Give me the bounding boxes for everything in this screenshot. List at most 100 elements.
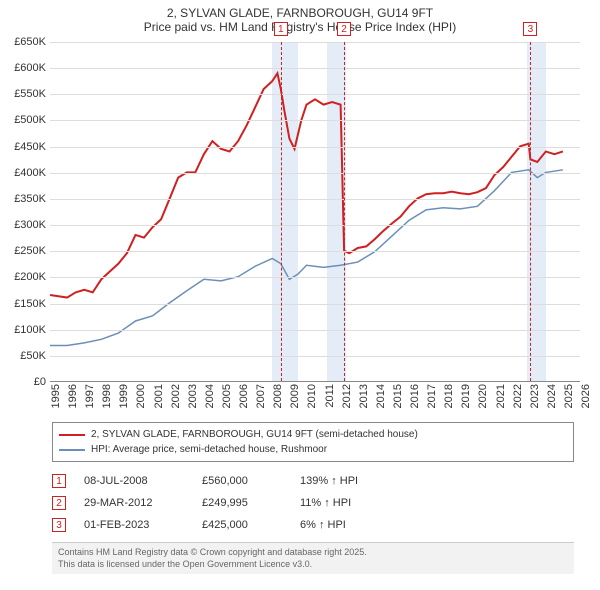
title-block: 2, SYLVAN GLADE, FARNBOROUGH, GU14 9FT P… [0,0,600,38]
x-tick-label: 2001 [153,384,165,408]
x-tick-label: 2023 [529,384,541,408]
series-price [50,73,563,297]
event-change: 6% ↑ HPI [300,519,390,531]
gridline [50,304,580,305]
x-tick-label: 2019 [460,384,472,408]
footnote-line1: Contains HM Land Registry data © Crown c… [58,547,568,559]
x-tick-label: 1997 [84,384,96,408]
plot-surface: 123 [50,42,580,381]
x-tick-label: 2013 [358,384,370,408]
gridline [50,199,580,200]
event-price: £560,000 [202,475,282,487]
event-price: £425,000 [202,519,282,531]
marker-vline [281,42,282,381]
gridline [50,42,580,43]
marker-box: 2 [337,22,351,36]
marker-box: 3 [523,22,537,36]
x-tick-label: 2007 [255,384,267,408]
x-tick-label: 2005 [221,384,233,408]
event-change: 139% ↑ HPI [300,475,390,487]
gridline [50,68,580,69]
x-tick-label: 2008 [272,384,284,408]
x-tick-label: 2022 [512,384,524,408]
x-tick-label: 1999 [118,384,130,408]
gridline [50,277,580,278]
x-tick-label: 2015 [392,384,404,408]
event-row: 2 29-MAR-2012 £249,995 11% ↑ HPI [52,492,574,514]
x-tick-label: 2012 [341,384,353,408]
title-line1: 2, SYLVAN GLADE, FARNBOROUGH, GU14 9FT [10,6,590,20]
y-tick-label: £500K [14,114,46,126]
x-tick-label: 2006 [238,384,250,408]
chart-container: 2, SYLVAN GLADE, FARNBOROUGH, GU14 9FT P… [0,0,600,590]
event-row: 1 08-JUL-2008 £560,000 139% ↑ HPI [52,470,574,492]
x-tick-label: 2000 [135,384,147,408]
title-line2: Price paid vs. HM Land Registry's House … [10,20,590,34]
y-axis: £0£50K£100K£150K£200K£250K£300K£350K£400… [2,42,50,381]
y-tick-label: £600K [14,62,46,74]
gridline [50,330,580,331]
x-tick-label: 2003 [187,384,199,408]
x-tick-label: 2011 [324,384,336,408]
event-row: 3 01-FEB-2023 £425,000 6% ↑ HPI [52,514,574,536]
event-date: 01-FEB-2023 [84,519,184,531]
x-tick-label: 2016 [409,384,421,408]
x-tick-label: 2026 [580,384,592,408]
legend-row: HPI: Average price, semi-detached house,… [59,442,567,457]
x-tick-label: 2018 [443,384,455,408]
event-marker-num: 2 [52,496,66,510]
marker-box: 1 [274,22,288,36]
x-tick-label: 1998 [101,384,113,408]
event-marker-num: 3 [52,518,66,532]
footnote: Contains HM Land Registry data © Crown c… [52,542,574,574]
x-tick-label: 2010 [306,384,318,408]
event-date: 08-JUL-2008 [84,475,184,487]
legend-box: 2, SYLVAN GLADE, FARNBOROUGH, GU14 9FT (… [52,422,574,462]
y-tick-label: £250K [14,245,46,257]
y-tick-label: £650K [14,36,46,48]
gridline [50,120,580,121]
y-tick-label: £300K [14,219,46,231]
event-marker-num: 1 [52,474,66,488]
y-tick-label: £100K [14,324,46,336]
x-tick-label: 2014 [375,384,387,408]
gridline [50,251,580,252]
event-change: 11% ↑ HPI [300,497,390,509]
x-tick-label: 1995 [50,384,62,408]
x-tick-label: 2002 [170,384,182,408]
chart-plot-area: £0£50K£100K£150K£200K£250K£300K£350K£400… [50,42,580,382]
y-tick-label: £450K [14,141,46,153]
x-tick-label: 2024 [546,384,558,408]
x-tick-label: 1996 [67,384,79,408]
x-tick-label: 2021 [495,384,507,408]
x-tick-label: 2020 [477,384,489,408]
y-tick-label: £350K [14,193,46,205]
event-price: £249,995 [202,497,282,509]
legend-swatch [59,449,85,451]
x-tick-label: 2009 [289,384,301,408]
legend-label: 2, SYLVAN GLADE, FARNBOROUGH, GU14 9FT (… [91,429,418,440]
y-tick-label: £50K [20,350,46,362]
gridline [50,94,580,95]
gridline [50,173,580,174]
x-tick-label: 2004 [204,384,216,408]
x-tick-label: 2017 [426,384,438,408]
marker-vline [530,42,531,381]
gridline [50,147,580,148]
event-date: 29-MAR-2012 [84,497,184,509]
x-axis: 1995 1996 1997 1998 1999 2000 2001 2002 2003 2004… [50,382,580,422]
events-table: 1 08-JUL-2008 £560,000 139% ↑ HPI 2 29-MAR-20… [52,470,574,536]
legend-swatch [59,434,85,436]
y-tick-label: £200K [14,271,46,283]
gridline [50,356,580,357]
series-hpi [50,170,563,346]
y-tick-label: £150K [14,298,46,310]
y-tick-label: £400K [14,167,46,179]
legend-row: 2, SYLVAN GLADE, FARNBOROUGH, GU14 9FT (… [59,427,567,442]
legend-label: HPI: Average price, semi-detached house,… [91,444,327,455]
gridline [50,225,580,226]
y-tick-label: £0 [34,376,46,388]
marker-vline [344,42,345,381]
x-tick-label: 2025 [563,384,575,408]
footnote-line2: This data is licensed under the Open Gov… [58,559,568,571]
